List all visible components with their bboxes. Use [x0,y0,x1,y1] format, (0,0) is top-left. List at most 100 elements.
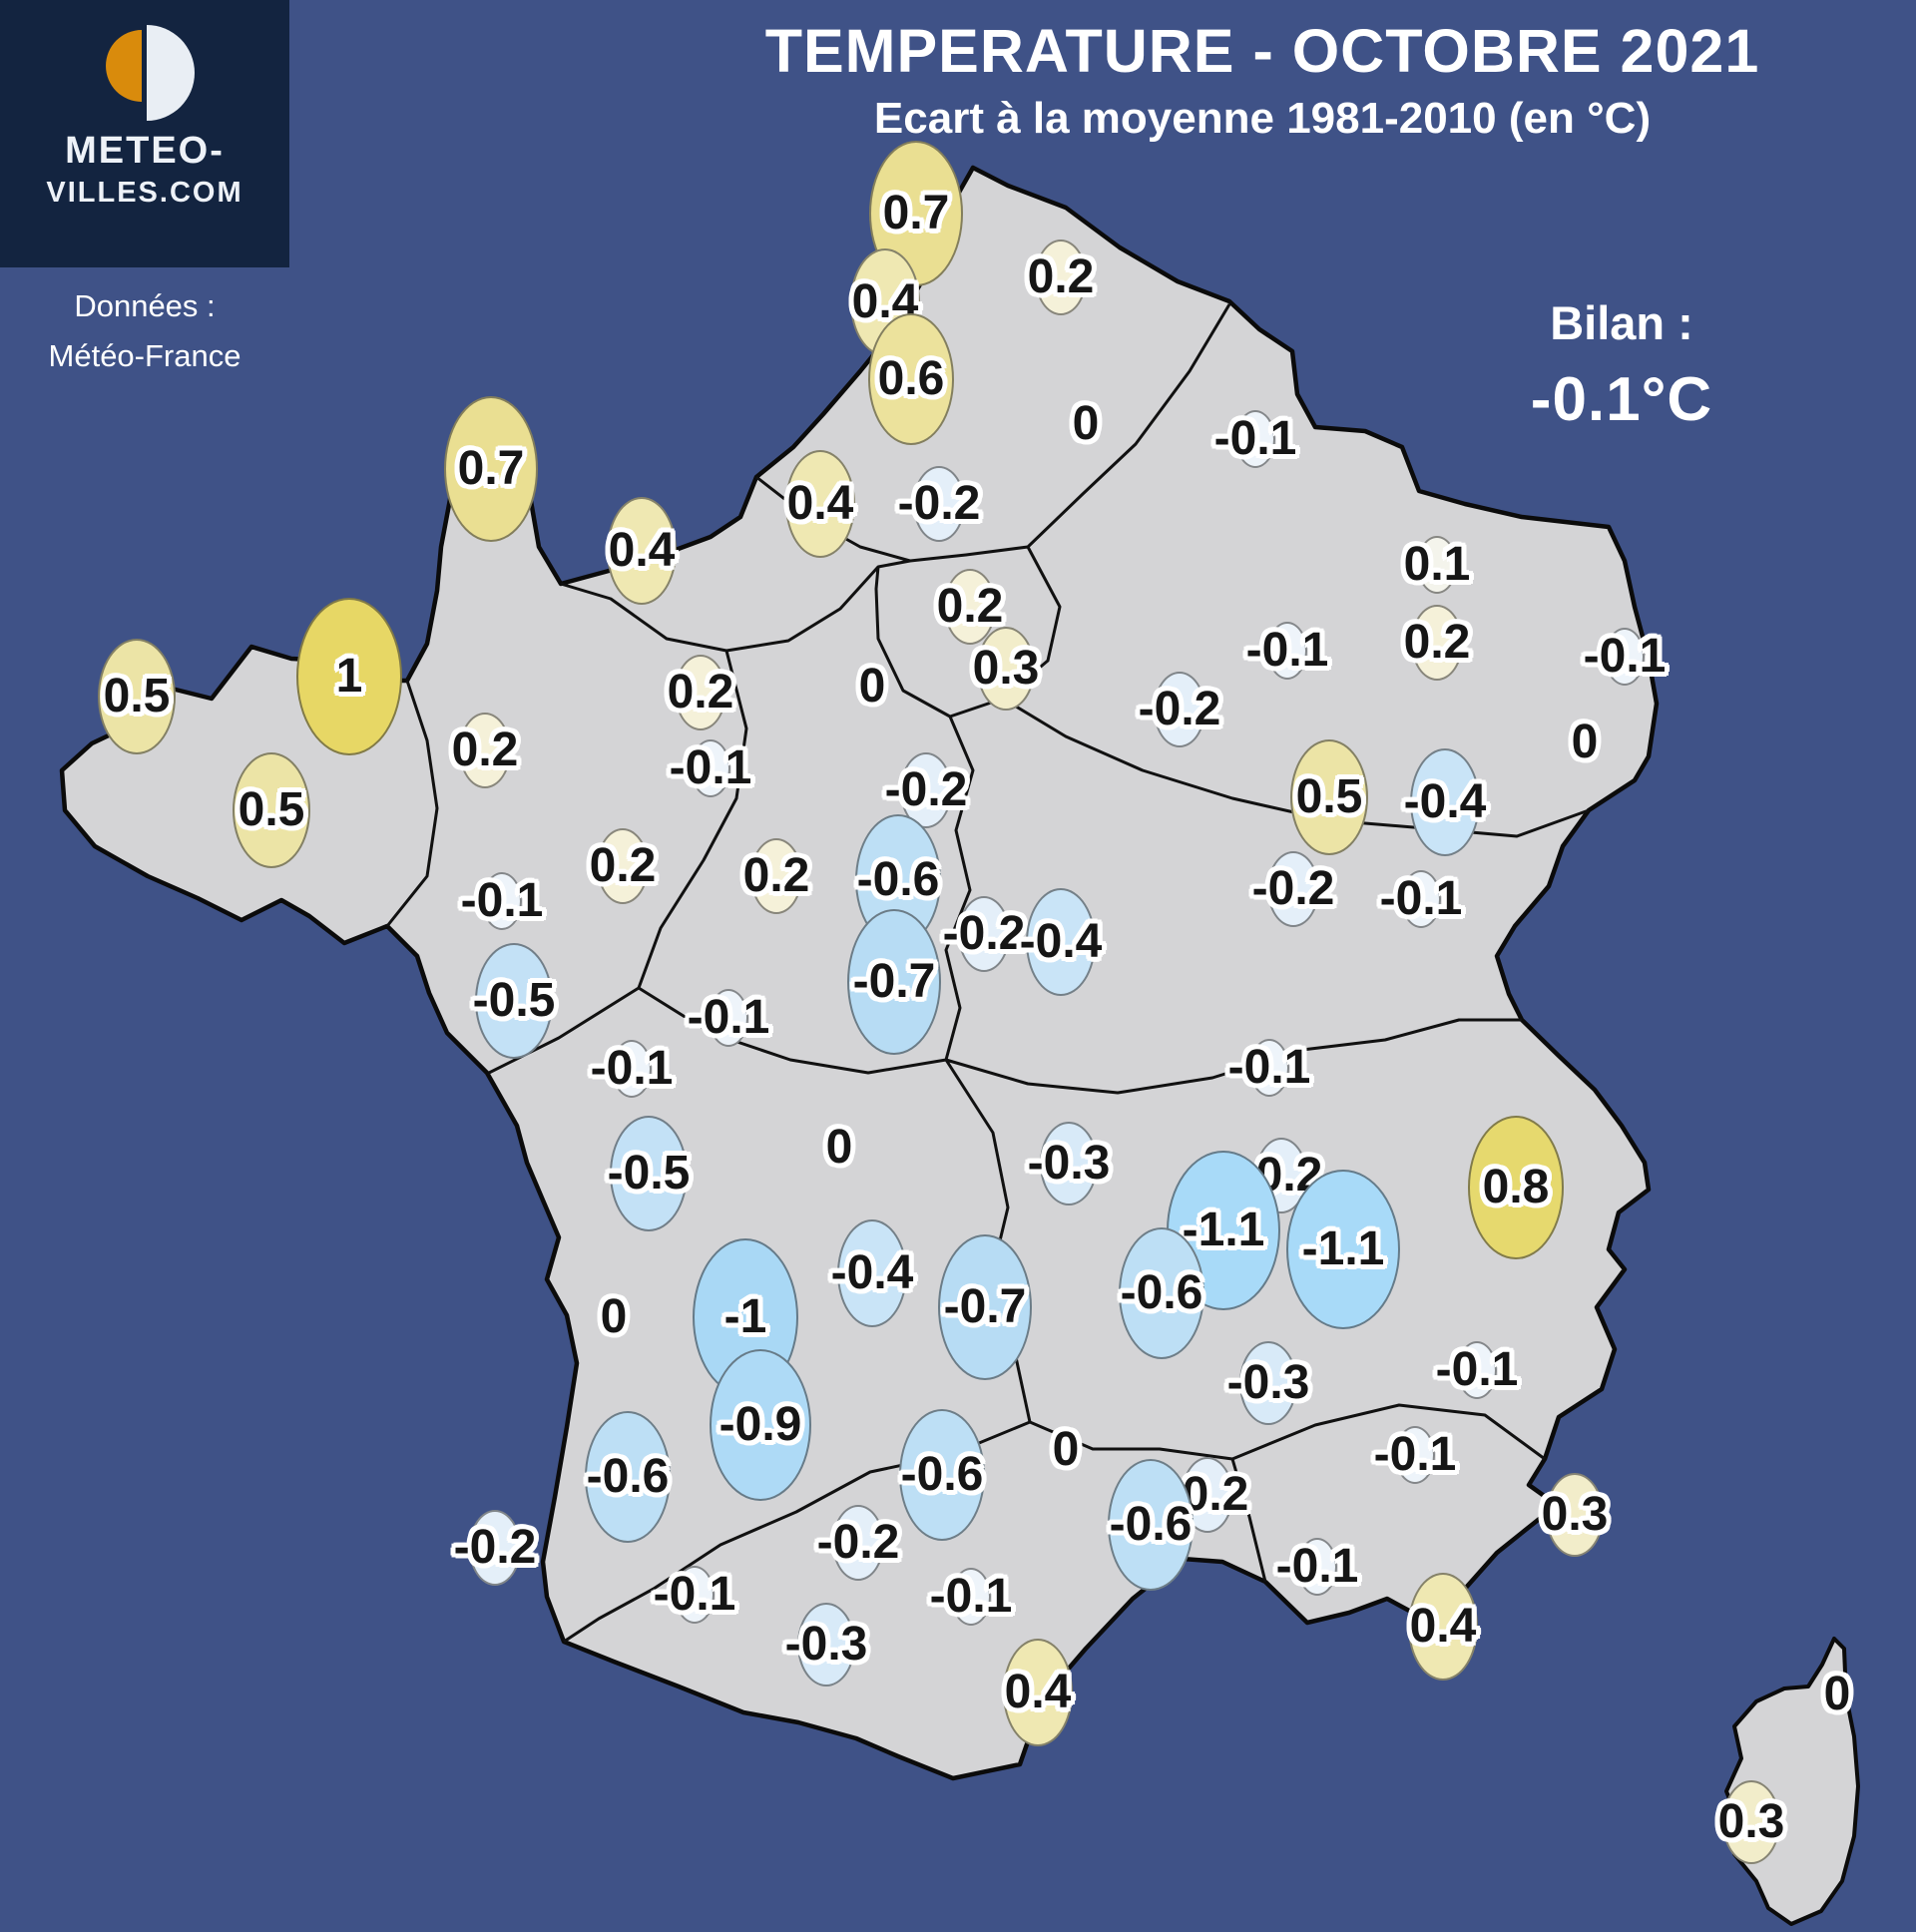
station-ellipse [1408,1573,1478,1681]
station-value: -0.3 [784,1618,868,1671]
station-value: -1.1 [1182,1204,1265,1256]
station-ellipse [1239,1341,1297,1425]
station-value: 0.2 [667,666,734,719]
station-ellipse [944,569,996,645]
station-value: 0.4 [786,477,854,530]
station-value: -0.7 [852,955,936,1008]
station-value: -0.3 [1226,1356,1310,1409]
station-value: 0 [858,660,886,713]
station-value: 0.4 [608,524,676,577]
station-ellipse [1457,1341,1497,1399]
station-value: -0.4 [1403,775,1487,828]
station-value: -0.2 [453,1521,537,1574]
station-value: -0.6 [900,1448,984,1501]
station-value: 0.5 [103,670,171,723]
station-ellipse [1605,628,1645,686]
station-ellipse [1395,1426,1435,1484]
station-ellipse [1267,622,1307,680]
station-ellipse [1401,870,1441,928]
station-value: 0.7 [457,442,525,495]
station-value: -0.6 [856,853,940,906]
station-ellipse [469,1510,521,1586]
station-ellipse [482,872,522,930]
logo-text-line1: METEO- [65,130,225,172]
station-value: -0.1 [1379,872,1463,925]
station-ellipse [868,313,954,445]
station-value: -0.1 [1227,1041,1311,1094]
station-value: -0.2 [897,477,981,530]
station-value: -0.1 [1213,412,1297,465]
station-value: -0.1 [1583,630,1667,683]
station-value: 0.4 [1004,1666,1072,1718]
station-ellipse [1035,240,1087,315]
station-value: -0.2 [816,1516,900,1569]
region-borders [385,303,1590,1644]
station-ellipse [459,713,511,788]
station-value: -0.1 [653,1568,736,1621]
data-source-line1: Données : [74,288,216,323]
station-value: -1.1 [1301,1222,1385,1275]
station-ellipse [1546,1473,1604,1557]
station-value: 0.4 [1409,1600,1477,1653]
station-value: 0.2 [936,580,1004,633]
station-value: -0.1 [929,1570,1013,1623]
station-ellipse [233,752,310,868]
station-value: 0.2 [589,839,657,892]
station-ellipse [98,639,176,754]
meteo-villes-logo-icon [106,25,195,121]
station-value: 0.3 [1541,1488,1609,1541]
station-value: -0.1 [590,1042,674,1095]
station-ellipse [1249,1039,1289,1097]
station-value: -0.4 [830,1246,914,1299]
station-value: -0.2 [884,763,968,816]
station-ellipse [607,497,677,605]
station-ellipse [797,1603,855,1687]
station-value: -0.3 [1027,1137,1111,1190]
station-value: -0.1 [1435,1343,1519,1396]
bilan-value: -0.1°C [1530,365,1713,434]
station-value: -0.4 [1019,915,1103,968]
station-ellipse [837,1219,907,1327]
station-value: 0 [1052,1423,1080,1476]
station-ellipse [675,1566,715,1624]
station-value: 0.2 [1403,616,1471,669]
station-ellipse [1003,1639,1073,1746]
page-title: TEMPERATURE - OCTOBRE 2021 [764,17,1760,85]
station-ellipse [1108,1459,1194,1591]
station-ellipse [1182,1457,1233,1533]
station-value: -0.5 [472,974,556,1027]
station-ellipse [1297,1538,1337,1596]
station-ellipse [913,466,965,542]
station-value: -1 [723,1290,767,1343]
station-value: 0.7 [882,187,950,240]
logo: METEO- VILLES.COM [0,0,289,267]
station-ellipse [1167,1151,1280,1310]
station-value: 0 [825,1121,853,1174]
station-ellipse [691,739,730,797]
station-ellipse [1411,605,1463,681]
station-value: 0 [1823,1668,1851,1720]
station-ellipse [710,1349,811,1501]
station-value: -0.2 [1138,683,1221,735]
station-value: -0.1 [1275,1540,1359,1593]
station-ellipse [785,450,855,558]
station-ellipse [1722,1780,1780,1864]
station-ellipse [958,896,1010,972]
station-ellipse [709,989,748,1047]
station-value: -0.1 [1245,624,1329,677]
station-value: 0 [1072,397,1100,450]
station-ellipse [1154,672,1205,747]
station-ellipse [610,1116,688,1231]
header: TEMPERATURE - OCTOBRE 2021 Ecart à la mo… [619,16,1906,144]
station-value: 0.1 [1403,538,1471,591]
station-value: -0.6 [1120,1266,1203,1319]
station-ellipse [899,1409,985,1541]
station-ellipse [750,838,802,914]
page-subtitle: Ecart à la moyenne 1981-2010 (en °C) [873,94,1652,143]
logo-text-line2: VILLES.COM [46,177,243,209]
station-value: 0 [600,1290,628,1343]
station-ellipse [296,598,402,755]
station-value: -0.7 [943,1280,1027,1333]
station-ellipse [1417,536,1457,594]
